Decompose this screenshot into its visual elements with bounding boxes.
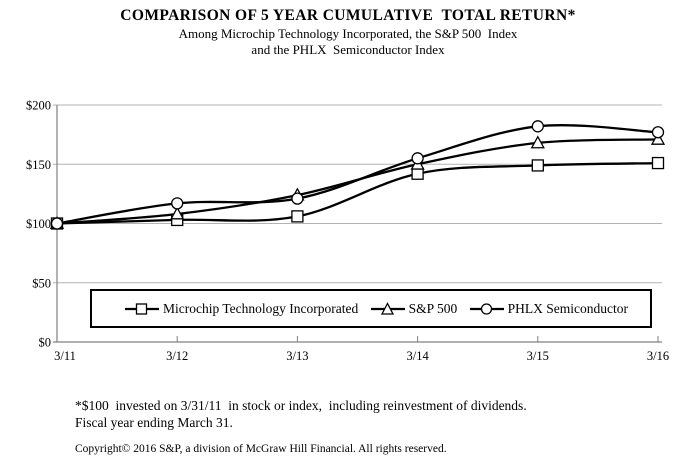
legend-box: Microchip Technology Incorporated S&P 50… — [90, 289, 652, 328]
legend-label-phlx: PHLX Semiconductor — [507, 300, 628, 316]
footnote-invested: *$100 invested on 3/31/11 in stock or in… — [75, 398, 527, 413]
y-axis-tick-label: $50 — [32, 276, 51, 290]
series-line-triangle — [56, 138, 659, 225]
data-marker-triangle — [650, 131, 666, 145]
data-marker-square — [411, 167, 424, 180]
x-axis-tick-label: 3/13 — [286, 349, 308, 363]
x-axis-tick-label: 3/12 — [166, 349, 188, 363]
y-axis-tick-label: $100 — [26, 217, 51, 231]
legend-label-microchip: Microchip Technology Incorporated — [163, 300, 359, 316]
chart-subtitle-line2: and the PHLX Semiconductor Index — [251, 42, 445, 57]
y-axis-tick-label: $0 — [39, 336, 52, 350]
legend-entry-microchip: Microchip Technology Incorporated — [124, 301, 358, 317]
data-marker-circle — [50, 217, 64, 230]
copyright-notice: Copyright© 2016 S&P, a division of McGra… — [75, 443, 447, 455]
series-line-square — [56, 161, 659, 225]
y-axis-tick-label: $150 — [26, 158, 51, 172]
data-marker-circle — [651, 126, 665, 139]
data-marker-triangle — [530, 135, 545, 149]
data-marker-circle — [291, 192, 304, 205]
series-line-circle — [56, 124, 659, 225]
x-axis-tick-label: 3/15 — [527, 349, 549, 363]
data-marker-circle — [171, 197, 184, 210]
data-marker-triangle — [170, 206, 185, 220]
chart-subtitle-line1: Among Microchip Technology Incorporated,… — [178, 26, 518, 41]
square-marker-icon — [125, 302, 159, 315]
data-marker-square — [531, 159, 544, 172]
data-marker-circle — [411, 152, 424, 165]
footnote-fiscal-year: Fiscal year ending March 31. — [75, 415, 233, 430]
legend-entry-sp500: S&P 500 — [370, 300, 458, 317]
x-axis-tick-label: 3/11 — [54, 349, 76, 363]
data-marker-square — [651, 156, 665, 170]
circle-marker-icon — [469, 302, 504, 315]
legend-label-sp500: S&P 500 — [408, 300, 458, 316]
legend-entry-phlx: PHLX Semiconductor — [469, 301, 628, 317]
chart-title: COMPARISON OF 5 YEAR CUMULATIVE TOTAL RE… — [120, 7, 576, 24]
y-axis-tick-label: $200 — [26, 99, 51, 113]
x-axis-tick-label: 3/16 — [647, 349, 669, 363]
data-marker-square — [291, 210, 304, 223]
x-axis-tick-label: 3/14 — [406, 349, 429, 363]
triangle-marker-icon — [370, 301, 405, 315]
data-marker-circle — [531, 120, 544, 133]
